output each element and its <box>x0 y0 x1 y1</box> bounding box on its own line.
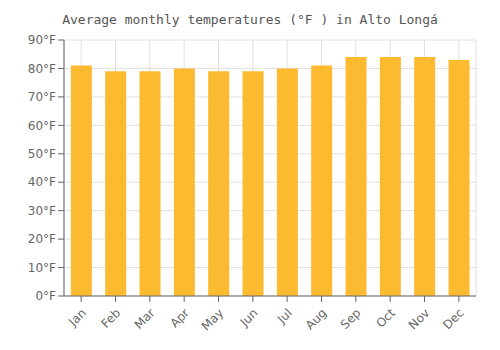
svg-text:Jun: Jun <box>237 306 261 330</box>
svg-text:Apr: Apr <box>167 306 192 331</box>
svg-text:Oct: Oct <box>373 306 398 331</box>
svg-text:Aug: Aug <box>303 306 329 332</box>
svg-text:80°F: 80°F <box>28 62 56 76</box>
svg-text:10°F: 10°F <box>28 261 56 275</box>
svg-text:Jan: Jan <box>65 306 89 330</box>
svg-text:0°F: 0°F <box>35 289 56 303</box>
svg-text:30°F: 30°F <box>28 204 56 218</box>
svg-text:May: May <box>199 306 226 333</box>
svg-text:Sep: Sep <box>338 306 364 332</box>
svg-text:Feb: Feb <box>98 306 123 331</box>
svg-text:40°F: 40°F <box>28 175 56 189</box>
svg-text:Dec: Dec <box>440 306 466 332</box>
svg-text:90°F: 90°F <box>28 33 56 47</box>
svg-text:Nov: Nov <box>406 306 432 332</box>
svg-text:Mar: Mar <box>132 306 158 332</box>
svg-text:Jul: Jul <box>274 306 295 327</box>
svg-text:70°F: 70°F <box>28 90 56 104</box>
svg-text:60°F: 60°F <box>28 119 56 133</box>
html-text:Average monthly temperatures (: Average monthly temperatures (°F ) in Al… <box>62 12 438 27</box>
svg-text:50°F: 50°F <box>28 147 56 161</box>
svg-text:20°F: 20°F <box>28 232 56 246</box>
